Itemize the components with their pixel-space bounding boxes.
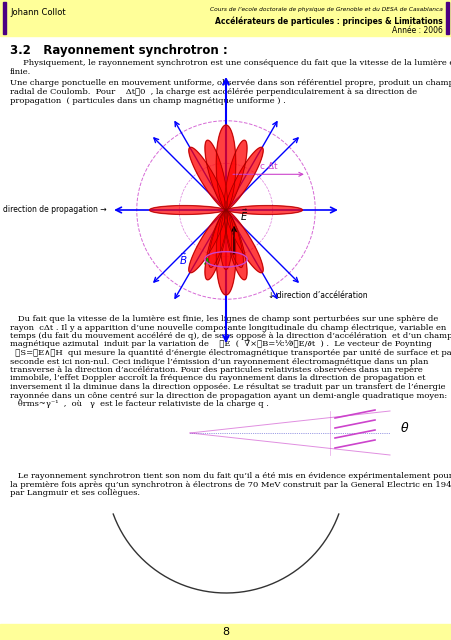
Text: radial de Coulomb.  Pour    Δt≳0  , la charge est accélérée perpendiculairement : radial de Coulomb. Pour Δt≳0 , la charge… [10,88,416,96]
Text: $\theta$: $\theta$ [399,421,409,435]
Polygon shape [225,210,262,273]
Text: rayonnée dans un cône centré sur la direction de propagation ayant un demi-angle: rayonnée dans un cône centré sur la dire… [10,392,446,399]
Text: Cours de l’ecole doctorale de physique de Grenoble et du DESA de Casablanca: Cours de l’ecole doctorale de physique d… [210,7,442,12]
Text: 3.2   Rayonnement synchrotron :: 3.2 Rayonnement synchrotron : [10,44,227,57]
Text: Johann Collot: Johann Collot [10,8,65,17]
Text: Une charge ponctuelle en mouvement uniforme, observée dans son référentiel propr: Une charge ponctuelle en mouvement unifo… [10,79,451,87]
Text: transverse à la direction d’accélération. Pour des particules relativistes obser: transverse à la direction d’accélération… [10,366,422,374]
Text: finie.: finie. [10,68,31,76]
Polygon shape [224,210,243,268]
Polygon shape [208,210,227,268]
Polygon shape [220,210,231,269]
Text: propagation  ( particules dans un champ magnétique uniforme ) .: propagation ( particules dans un champ m… [10,97,285,105]
Text: θrms~γ⁻¹  ,  où   γ  est le facteur relativiste de la charge q .: θrms~γ⁻¹ , où γ est le facteur relativis… [10,400,268,408]
Polygon shape [149,205,226,214]
Text: Année : 2006: Année : 2006 [391,26,442,35]
Polygon shape [216,125,235,210]
Text: magnétique azimutal  induit par la variation de    ⃗E  (  ∇×⃗B=¹⁄c¹⁄∂⃗E/∂t  ) . : magnétique azimutal induit par la variat… [10,340,431,349]
Text: ↓ direction d’accélération: ↓ direction d’accélération [268,291,367,300]
Text: ⃗S=⃗E∧⃗H  qui mesure la quantité d’énergie électromagnétique transportée par uni: ⃗S=⃗E∧⃗H qui mesure la quantité d’énergi… [10,349,451,357]
Bar [0,624,451,640]
Polygon shape [189,147,226,210]
Text: la première fois après qu’un synchrotron à électrons de 70 MeV construit par la : la première fois après qu’un synchrotron… [10,481,451,488]
Text: rayon  cΔt . Il y a apparition d’une nouvelle composante longitudinale du champ : rayon cΔt . Il y a apparition d’une nouv… [10,323,445,332]
Text: $\vec{E}$: $\vec{E}$ [239,207,248,223]
Text: inversement il la diminue dans la direction opposée. Le résultat se traduit par : inversement il la diminue dans la direct… [10,383,445,391]
Polygon shape [226,205,302,214]
Polygon shape [216,210,235,295]
Text: c Δt: c Δt [259,163,277,172]
Bar [0,0,451,36]
Text: Le rayonnement synchrotron tient son nom du fait qu’il a été mis en évidence exp: Le rayonnement synchrotron tient son nom… [10,472,451,480]
Bar [445,2,448,34]
Polygon shape [189,210,226,273]
Text: Accélérateurs de particules : principes & Limitations: Accélérateurs de particules : principes … [215,16,442,26]
Polygon shape [204,210,227,280]
Polygon shape [204,140,227,210]
Text: 8: 8 [222,627,229,637]
Bar [3,2,6,34]
Text: seconde est ici non-nul. Ceci indique l’émission d’un rayonnement électromagnéti: seconde est ici non-nul. Ceci indique l’… [10,358,428,365]
Polygon shape [224,210,247,280]
Text: $\vec{B}$: $\vec{B}$ [179,252,187,267]
Polygon shape [224,140,247,210]
Text: temps (du fait du mouvement accéléré de q), de sens opposé à la direction d’accé: temps (du fait du mouvement accéléré de … [10,332,451,340]
Text: Physiquement, le rayonnement synchrotron est une conséquence du fait que la vite: Physiquement, le rayonnement synchrotron… [10,59,451,67]
Polygon shape [225,147,262,210]
Text: immobile, l’effet Doppler accroît la fréquence du rayonnement dans la direction : immobile, l’effet Doppler accroît la fré… [10,374,424,383]
Text: par Langmuir et ses collègues.: par Langmuir et ses collègues. [10,489,140,497]
Text: Du fait que la vitesse de la lumière est finie, les lignes de champ sont perturb: Du fait que la vitesse de la lumière est… [10,315,437,323]
Text: direction de propagation →: direction de propagation → [3,205,106,214]
